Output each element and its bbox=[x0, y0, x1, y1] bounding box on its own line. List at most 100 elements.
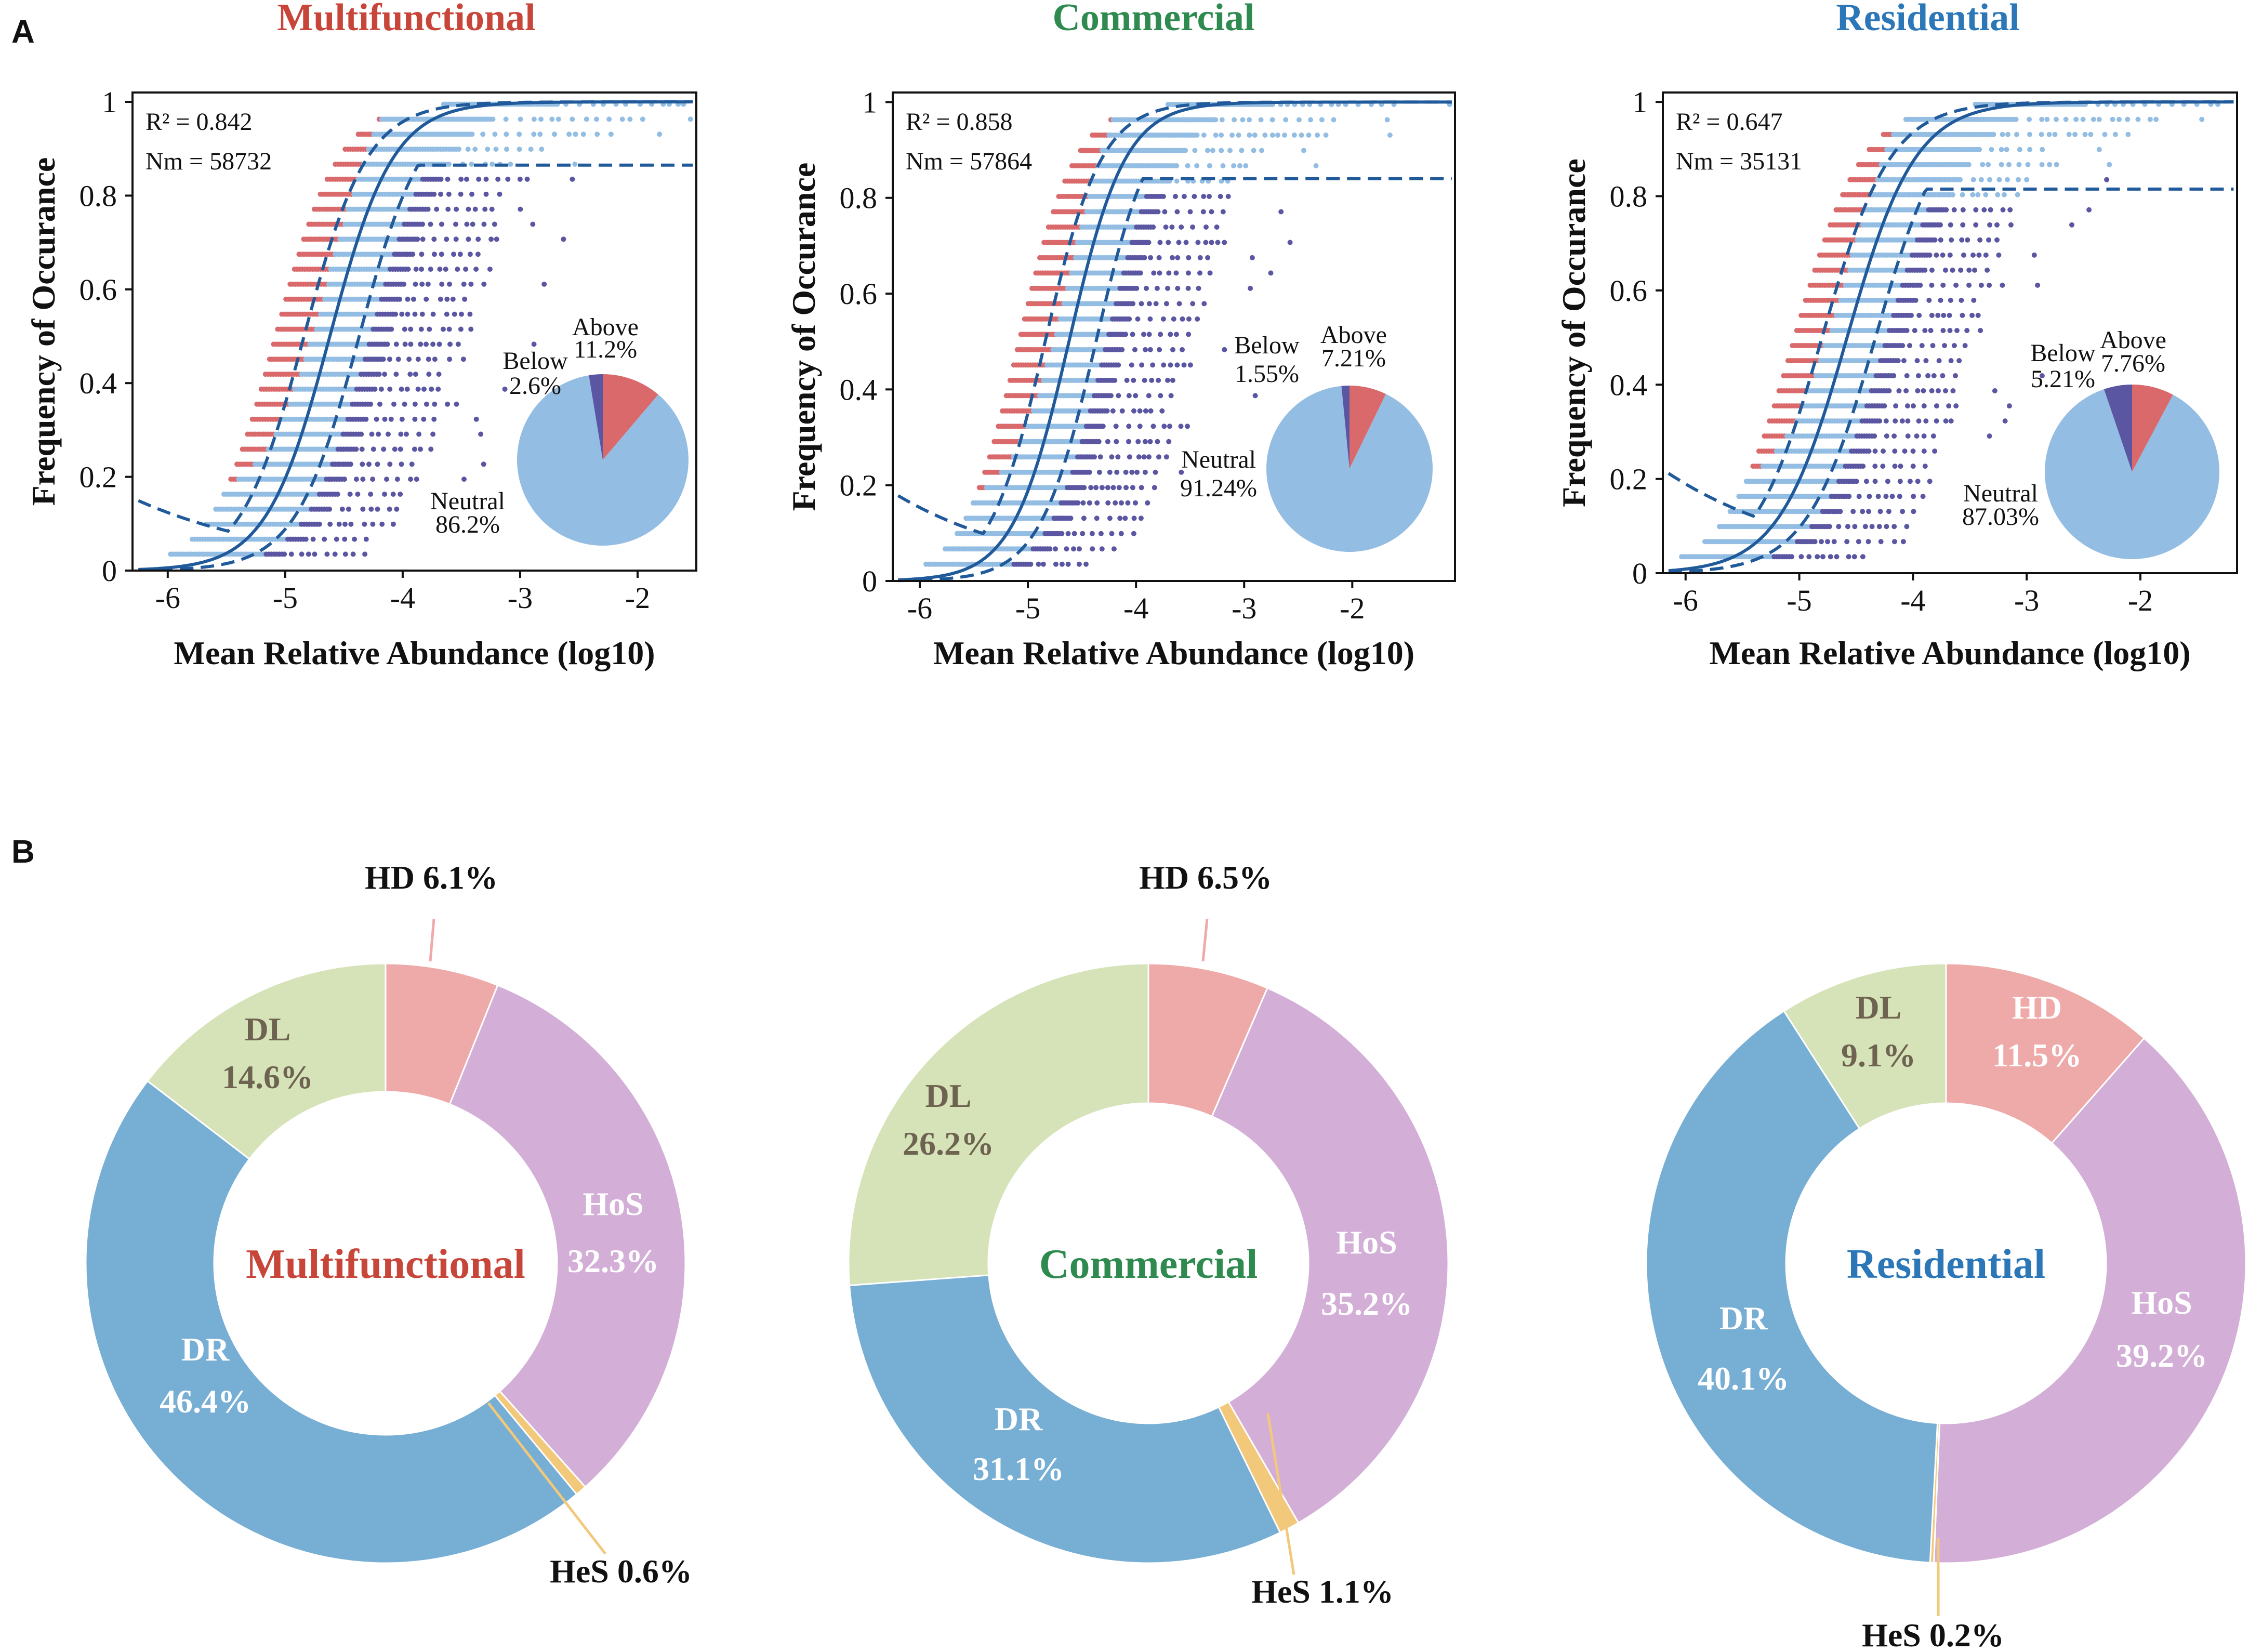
data-point-below bbox=[1975, 312, 1981, 318]
data-point-below bbox=[413, 267, 419, 272]
data-point-below bbox=[327, 521, 333, 527]
data-point-below bbox=[1116, 485, 1122, 491]
panel-label-b: B bbox=[11, 834, 35, 870]
data-point-neutral bbox=[552, 131, 558, 137]
data-point-neutral bbox=[531, 131, 537, 137]
data-point-below bbox=[1961, 252, 1966, 258]
data-point-below bbox=[1147, 347, 1153, 352]
data-point-below bbox=[405, 267, 411, 272]
data-point-below bbox=[1148, 255, 1154, 260]
data-point-below bbox=[1951, 343, 1957, 348]
data-point-below bbox=[1897, 494, 1902, 499]
data-point-below bbox=[1903, 388, 1909, 393]
data-point-below bbox=[1205, 255, 1211, 260]
data-point-neutral bbox=[1213, 117, 1219, 123]
data-point-neutral bbox=[1987, 177, 1992, 182]
data-point-below bbox=[1860, 554, 1866, 560]
data-point-neutral bbox=[504, 147, 509, 152]
data-point-below bbox=[1844, 539, 1850, 545]
data-point-neutral bbox=[1174, 163, 1180, 168]
data-point-below bbox=[1900, 509, 1906, 514]
data-point-below bbox=[1836, 524, 1842, 530]
data-point-below bbox=[1105, 485, 1110, 491]
data-point-below bbox=[1149, 377, 1155, 383]
data-point-below bbox=[1819, 539, 1824, 545]
data-point-below bbox=[398, 431, 404, 437]
data-point-below bbox=[1927, 479, 1933, 484]
x-axis-label: Mean Relative Abundance (log10) bbox=[174, 635, 655, 671]
data-point-below bbox=[303, 536, 309, 542]
data-point-below bbox=[1127, 316, 1132, 322]
data-point-below bbox=[399, 461, 404, 467]
data-point-outlier bbox=[1222, 347, 1227, 352]
data-point-neutral bbox=[469, 162, 474, 167]
data-point-below bbox=[1083, 561, 1089, 567]
data-point-below bbox=[1891, 373, 1897, 378]
data-point-below bbox=[412, 401, 418, 407]
data-point-outlier bbox=[473, 416, 479, 422]
data-point-below bbox=[1156, 377, 1161, 383]
data-point-below bbox=[1176, 301, 1182, 307]
data-point-below bbox=[466, 236, 471, 242]
lower-confidence-curve bbox=[138, 163, 693, 572]
data-point-outlier bbox=[2002, 418, 2008, 424]
data-point-below bbox=[1126, 424, 1132, 429]
data-point-below bbox=[408, 341, 414, 347]
data-point-neutral bbox=[490, 162, 495, 167]
data-point-below bbox=[455, 341, 461, 347]
data-point-neutral bbox=[1977, 147, 1982, 152]
data-point-below bbox=[1866, 539, 1871, 545]
data-point-below bbox=[1922, 267, 1928, 273]
data-point-below bbox=[1131, 516, 1137, 521]
data-point-neutral bbox=[2054, 116, 2059, 122]
pie-value-below: 2.6% bbox=[509, 372, 561, 400]
data-point-below bbox=[1105, 500, 1111, 506]
data-point-below bbox=[1201, 301, 1207, 307]
data-point-below bbox=[419, 267, 425, 272]
data-point-below bbox=[1851, 554, 1857, 560]
data-point-below bbox=[1222, 240, 1227, 245]
data-point-below bbox=[475, 236, 481, 242]
data-point-below bbox=[1983, 252, 1989, 258]
panel-label-a: A bbox=[11, 14, 35, 50]
data-point-neutral bbox=[1319, 117, 1325, 123]
data-point-below bbox=[1071, 531, 1077, 536]
data-point-below bbox=[1165, 285, 1170, 291]
data-point-below bbox=[1940, 373, 1946, 378]
data-point-below bbox=[1897, 479, 1903, 484]
data-point-neutral bbox=[619, 116, 625, 122]
data-point-below bbox=[1960, 312, 1965, 318]
nm-text: Nm = 58732 bbox=[145, 148, 272, 175]
data-point-below bbox=[1139, 485, 1144, 491]
data-point-below bbox=[1934, 252, 1939, 258]
data-point-neutral bbox=[2046, 131, 2052, 137]
data-point-below bbox=[401, 281, 407, 287]
data-point-below bbox=[381, 446, 387, 452]
data-point-below bbox=[407, 372, 413, 377]
data-point-below bbox=[1877, 509, 1883, 514]
data-point-below bbox=[380, 356, 386, 362]
data-point-below bbox=[389, 326, 394, 332]
y-axis-label: Frequency of Occurance bbox=[25, 157, 62, 506]
data-point-below bbox=[1907, 343, 1912, 348]
data-point-below bbox=[1987, 222, 1993, 228]
data-point-below bbox=[1131, 377, 1136, 383]
data-point-below bbox=[447, 356, 453, 362]
data-point-below bbox=[1214, 224, 1220, 230]
data-point-below bbox=[1820, 554, 1825, 560]
data-point-below bbox=[1175, 285, 1181, 291]
data-point-outlier bbox=[2104, 177, 2110, 182]
data-point-below bbox=[1087, 500, 1092, 506]
data-point-below bbox=[440, 326, 446, 332]
data-point-below bbox=[1170, 377, 1175, 383]
data-point-neutral bbox=[1970, 192, 1976, 197]
data-point-below bbox=[322, 536, 327, 542]
data-point-below bbox=[1143, 347, 1148, 352]
data-point-below bbox=[1111, 546, 1117, 552]
data-point-below bbox=[1137, 408, 1143, 414]
data-point-neutral bbox=[2015, 192, 2020, 197]
data-point-below bbox=[397, 296, 402, 302]
data-point-neutral bbox=[2147, 116, 2153, 122]
data-point-below bbox=[1090, 546, 1095, 552]
data-point-below bbox=[1093, 485, 1099, 491]
